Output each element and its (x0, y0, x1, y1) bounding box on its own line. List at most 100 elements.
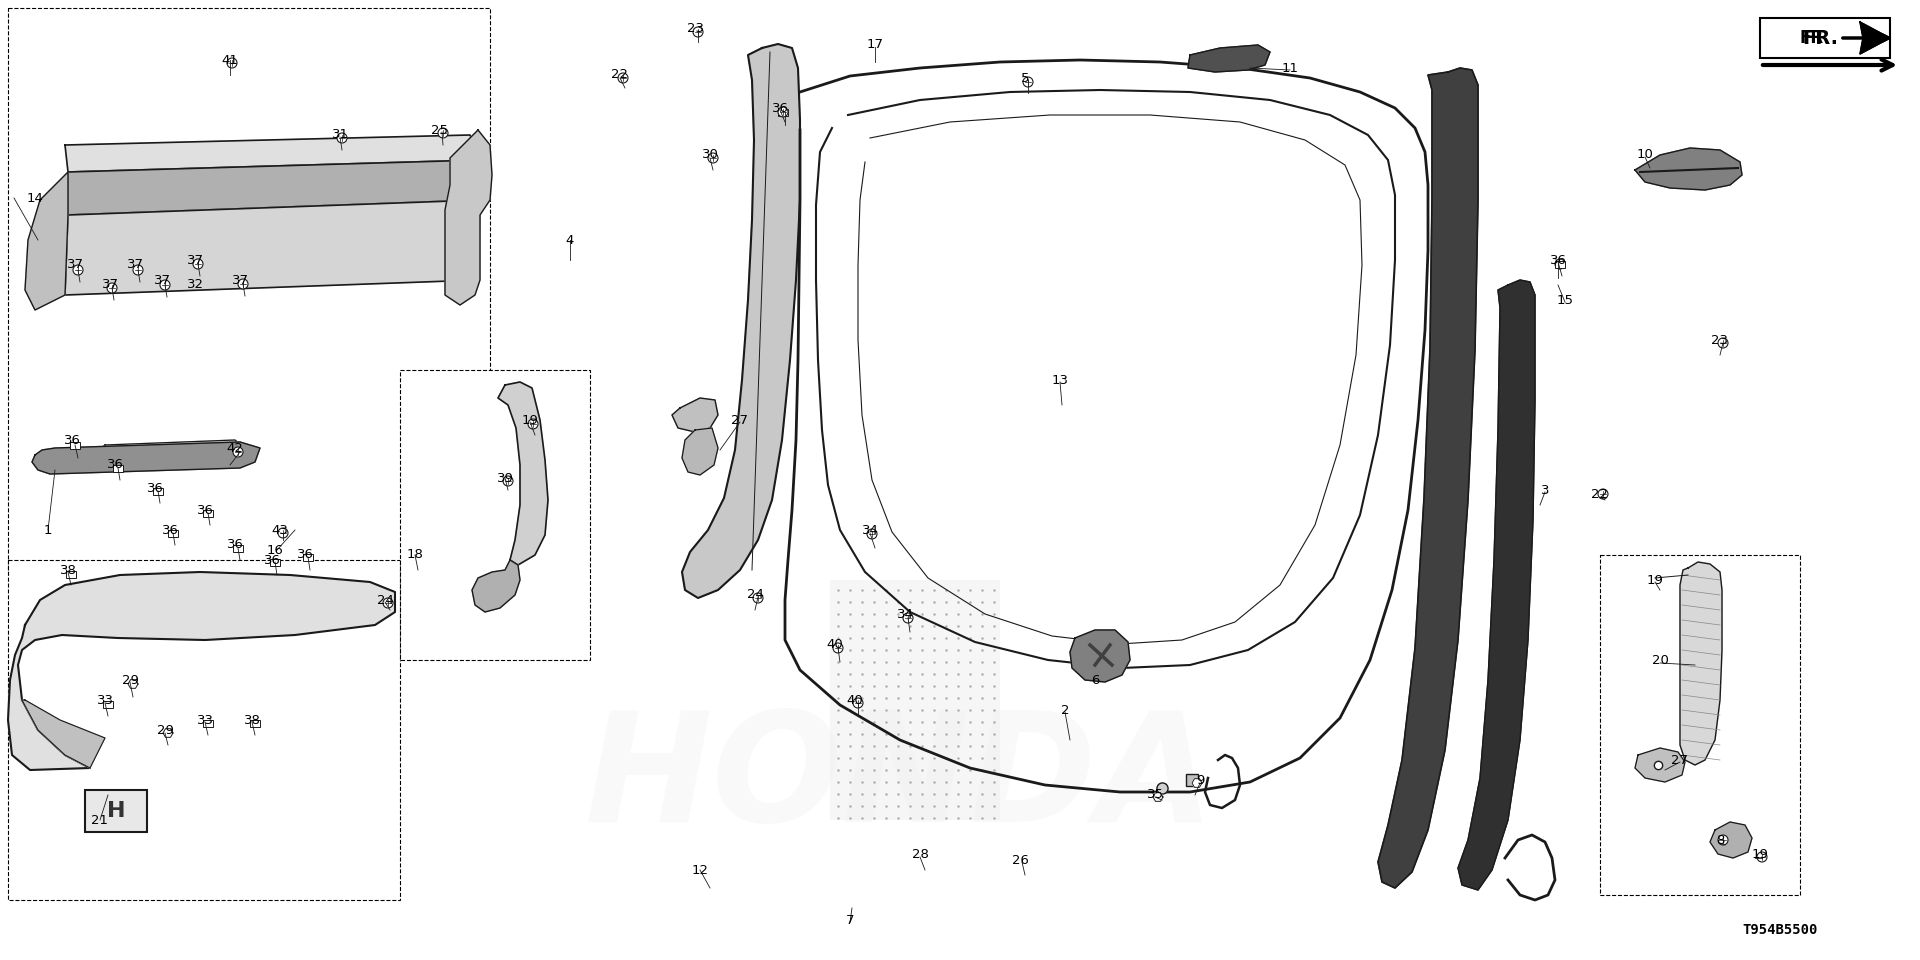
Text: FR.: FR. (1803, 29, 1837, 47)
Text: 6: 6 (1091, 674, 1098, 686)
Circle shape (778, 107, 787, 117)
Text: 19: 19 (1647, 573, 1663, 587)
Text: 8: 8 (1716, 833, 1724, 847)
Text: 36: 36 (227, 539, 244, 551)
Text: 29: 29 (157, 724, 173, 736)
Bar (154, 488, 163, 494)
Text: 24: 24 (747, 588, 764, 602)
Text: 9: 9 (1196, 774, 1204, 786)
Text: 37: 37 (67, 258, 83, 272)
Text: 38: 38 (60, 564, 77, 577)
Bar (104, 701, 113, 708)
Text: HONDA: HONDA (586, 706, 1215, 854)
Text: 36: 36 (161, 523, 179, 537)
Text: 33: 33 (96, 693, 113, 707)
Text: 27: 27 (732, 414, 749, 426)
Circle shape (693, 27, 703, 37)
Text: 19: 19 (522, 414, 538, 426)
Bar (250, 719, 259, 727)
Text: 17: 17 (866, 38, 883, 52)
Text: 20: 20 (1651, 654, 1668, 666)
Polygon shape (67, 160, 480, 215)
Polygon shape (1154, 793, 1164, 802)
Polygon shape (1069, 630, 1131, 682)
Circle shape (528, 419, 538, 429)
Polygon shape (33, 442, 259, 474)
Bar (69, 442, 81, 448)
Text: 37: 37 (102, 278, 119, 292)
Polygon shape (1860, 22, 1889, 54)
Text: 5: 5 (1021, 71, 1029, 84)
Bar (232, 544, 244, 551)
Circle shape (1555, 259, 1565, 269)
Circle shape (438, 128, 447, 138)
Text: 14: 14 (27, 191, 44, 204)
Circle shape (1597, 489, 1609, 499)
Circle shape (708, 153, 718, 163)
Text: 36: 36 (263, 554, 280, 566)
Text: 37: 37 (154, 274, 171, 286)
Text: 42: 42 (227, 442, 244, 454)
Text: H: H (108, 801, 125, 821)
Circle shape (503, 476, 513, 486)
Text: 23: 23 (1711, 333, 1728, 347)
Circle shape (238, 279, 248, 289)
Circle shape (132, 265, 142, 275)
Text: 37: 37 (127, 258, 144, 272)
Text: 19: 19 (1751, 849, 1768, 861)
Polygon shape (1636, 148, 1741, 190)
Text: 16: 16 (267, 543, 284, 557)
Circle shape (278, 528, 288, 538)
Text: 3: 3 (1540, 484, 1549, 496)
Polygon shape (1711, 822, 1751, 858)
Circle shape (227, 58, 236, 68)
Bar (778, 108, 787, 115)
Text: 7: 7 (845, 914, 854, 926)
Text: 29: 29 (121, 674, 138, 686)
Bar (84, 790, 148, 832)
Polygon shape (1192, 779, 1202, 787)
Bar (8, 8, 490, 570)
Polygon shape (1680, 562, 1722, 765)
Polygon shape (445, 130, 492, 305)
Circle shape (618, 73, 628, 83)
Bar (65, 570, 77, 578)
Circle shape (232, 447, 244, 457)
Text: 13: 13 (1052, 373, 1069, 387)
Circle shape (852, 698, 862, 708)
Text: 27: 27 (1672, 754, 1688, 766)
Text: 40: 40 (847, 693, 864, 707)
Circle shape (833, 643, 843, 653)
Circle shape (382, 598, 394, 608)
Text: 23: 23 (687, 21, 703, 35)
Text: 38: 38 (244, 713, 261, 727)
Polygon shape (672, 398, 718, 432)
Polygon shape (25, 172, 67, 310)
Polygon shape (8, 572, 396, 770)
Text: 40: 40 (828, 638, 843, 652)
Polygon shape (829, 580, 1000, 820)
Bar (399, 370, 589, 660)
Text: 10: 10 (1636, 149, 1653, 161)
Text: 36: 36 (772, 102, 789, 114)
Bar (113, 465, 123, 471)
Text: 35: 35 (1146, 788, 1164, 802)
Polygon shape (682, 44, 801, 598)
Circle shape (1757, 852, 1766, 862)
Polygon shape (65, 200, 480, 295)
Polygon shape (129, 680, 138, 688)
Text: 22: 22 (611, 68, 628, 82)
Circle shape (902, 613, 914, 623)
Text: 1: 1 (44, 523, 52, 537)
Bar (303, 554, 313, 561)
Text: 24: 24 (376, 593, 394, 607)
Text: 36: 36 (296, 548, 313, 562)
Text: 2: 2 (1060, 704, 1069, 716)
Text: 32: 32 (186, 278, 204, 292)
Text: 11: 11 (1281, 61, 1298, 75)
Text: 26: 26 (1012, 853, 1029, 867)
Text: 36: 36 (196, 503, 213, 516)
Text: 34: 34 (897, 609, 914, 621)
Text: 43: 43 (271, 523, 288, 537)
Text: 36: 36 (108, 459, 123, 471)
